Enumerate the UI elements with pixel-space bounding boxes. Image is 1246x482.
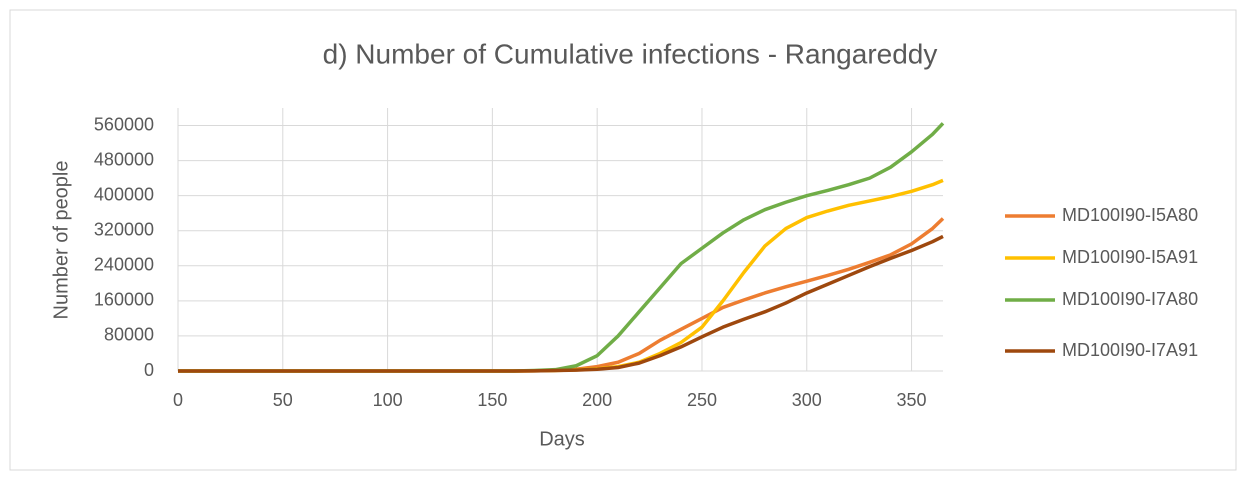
chart-border — [9, 9, 1237, 471]
y-tick-label: 240000 — [94, 255, 154, 275]
y-tick-label: 0 — [144, 360, 154, 380]
x-tick-label: 150 — [477, 390, 507, 410]
y-tick-label: 80000 — [104, 325, 154, 345]
y-tick-label: 480000 — [94, 149, 154, 169]
chart-title: d) Number of Cumulative infections - Ran… — [323, 38, 938, 69]
y-axis-label: Number of people — [50, 161, 72, 320]
legend-label: MD100I90-I5A91 — [1062, 247, 1198, 267]
legend-label: MD100I90-I7A80 — [1062, 289, 1198, 309]
x-tick-label: 300 — [792, 390, 822, 410]
y-tick-label: 320000 — [94, 219, 154, 239]
x-tick-label: 100 — [373, 390, 403, 410]
data-line — [178, 234, 944, 373]
x-tick-label: 200 — [582, 390, 612, 410]
legend-label: MD100I90-I5A80 — [1062, 205, 1198, 225]
y-tick-label: 560000 — [94, 114, 154, 134]
x-tick-label: 350 — [897, 390, 927, 410]
y-tick-label: 400000 — [94, 184, 154, 204]
x-axis-label: Days — [539, 428, 585, 450]
x-tick-label: 50 — [273, 390, 293, 410]
y-tick-label: 160000 — [94, 290, 154, 310]
x-tick-label: 0 — [173, 390, 183, 410]
legend-label: MD100I90-I7A91 — [1062, 340, 1198, 360]
x-tick-label: 250 — [687, 390, 717, 410]
